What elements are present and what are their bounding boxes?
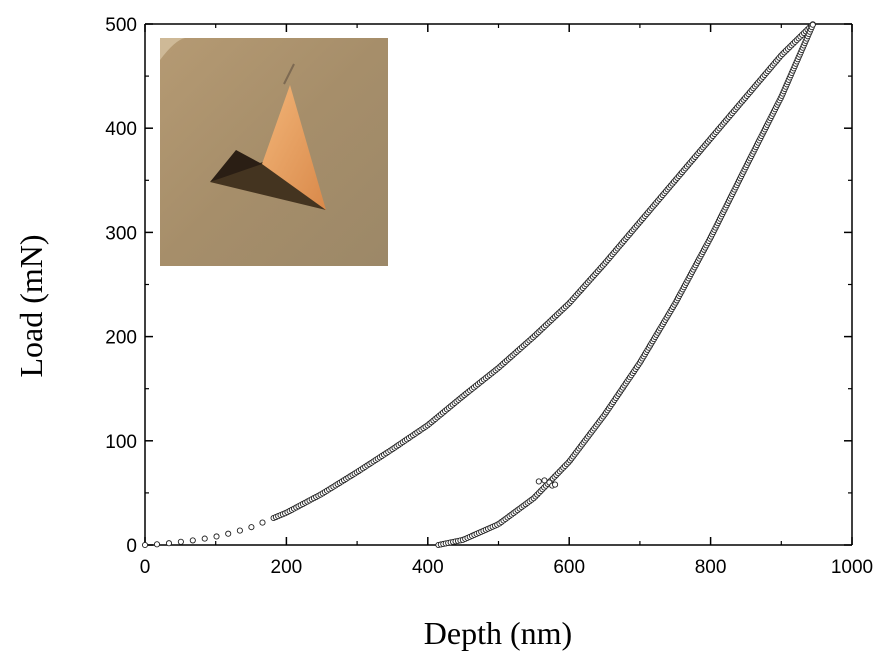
y-tick-label: 100: [105, 432, 137, 453]
y-tick-label: 300: [105, 223, 137, 244]
data-point-outlier: [541, 477, 548, 484]
data-point-unloading: [809, 21, 816, 28]
y-axis-title: Load (mN): [13, 234, 49, 377]
data-point-loading: [177, 538, 184, 545]
data-point-outlier: [535, 478, 542, 485]
data-point-outlier: [552, 481, 559, 488]
y-axis-ticks: 0 100 200 300 400 500: [105, 15, 852, 557]
y-tick-label: 500: [105, 15, 137, 36]
y-tick-label: 0: [126, 536, 137, 557]
data-point-loading: [259, 519, 266, 526]
data-point-loading: [248, 524, 255, 531]
x-tick-label: 600: [553, 557, 585, 578]
x-tick-label: 400: [412, 557, 444, 578]
inset-micrograph: [160, 38, 388, 266]
data-point-loading: [141, 541, 149, 549]
data-point-loading: [201, 535, 208, 542]
data-markers: [141, 21, 816, 549]
data-point-loading: [236, 527, 243, 534]
x-tick-label: 1000: [831, 557, 873, 578]
y-tick-label: 400: [105, 119, 137, 140]
x-tick-label: 0: [140, 557, 151, 578]
x-axis-ticks: 0 200 400 600 800 1000: [140, 24, 873, 578]
data-point-loading: [153, 541, 161, 548]
data-point-loading: [189, 537, 196, 544]
data-point-loading: [225, 530, 232, 537]
x-axis-title: Depth (nm): [424, 615, 572, 651]
x-tick-label: 200: [271, 557, 303, 578]
x-tick-label: 800: [695, 557, 727, 578]
y-tick-label: 200: [105, 328, 137, 349]
data-point-loading: [165, 540, 173, 547]
data-point-loading: [213, 533, 220, 540]
